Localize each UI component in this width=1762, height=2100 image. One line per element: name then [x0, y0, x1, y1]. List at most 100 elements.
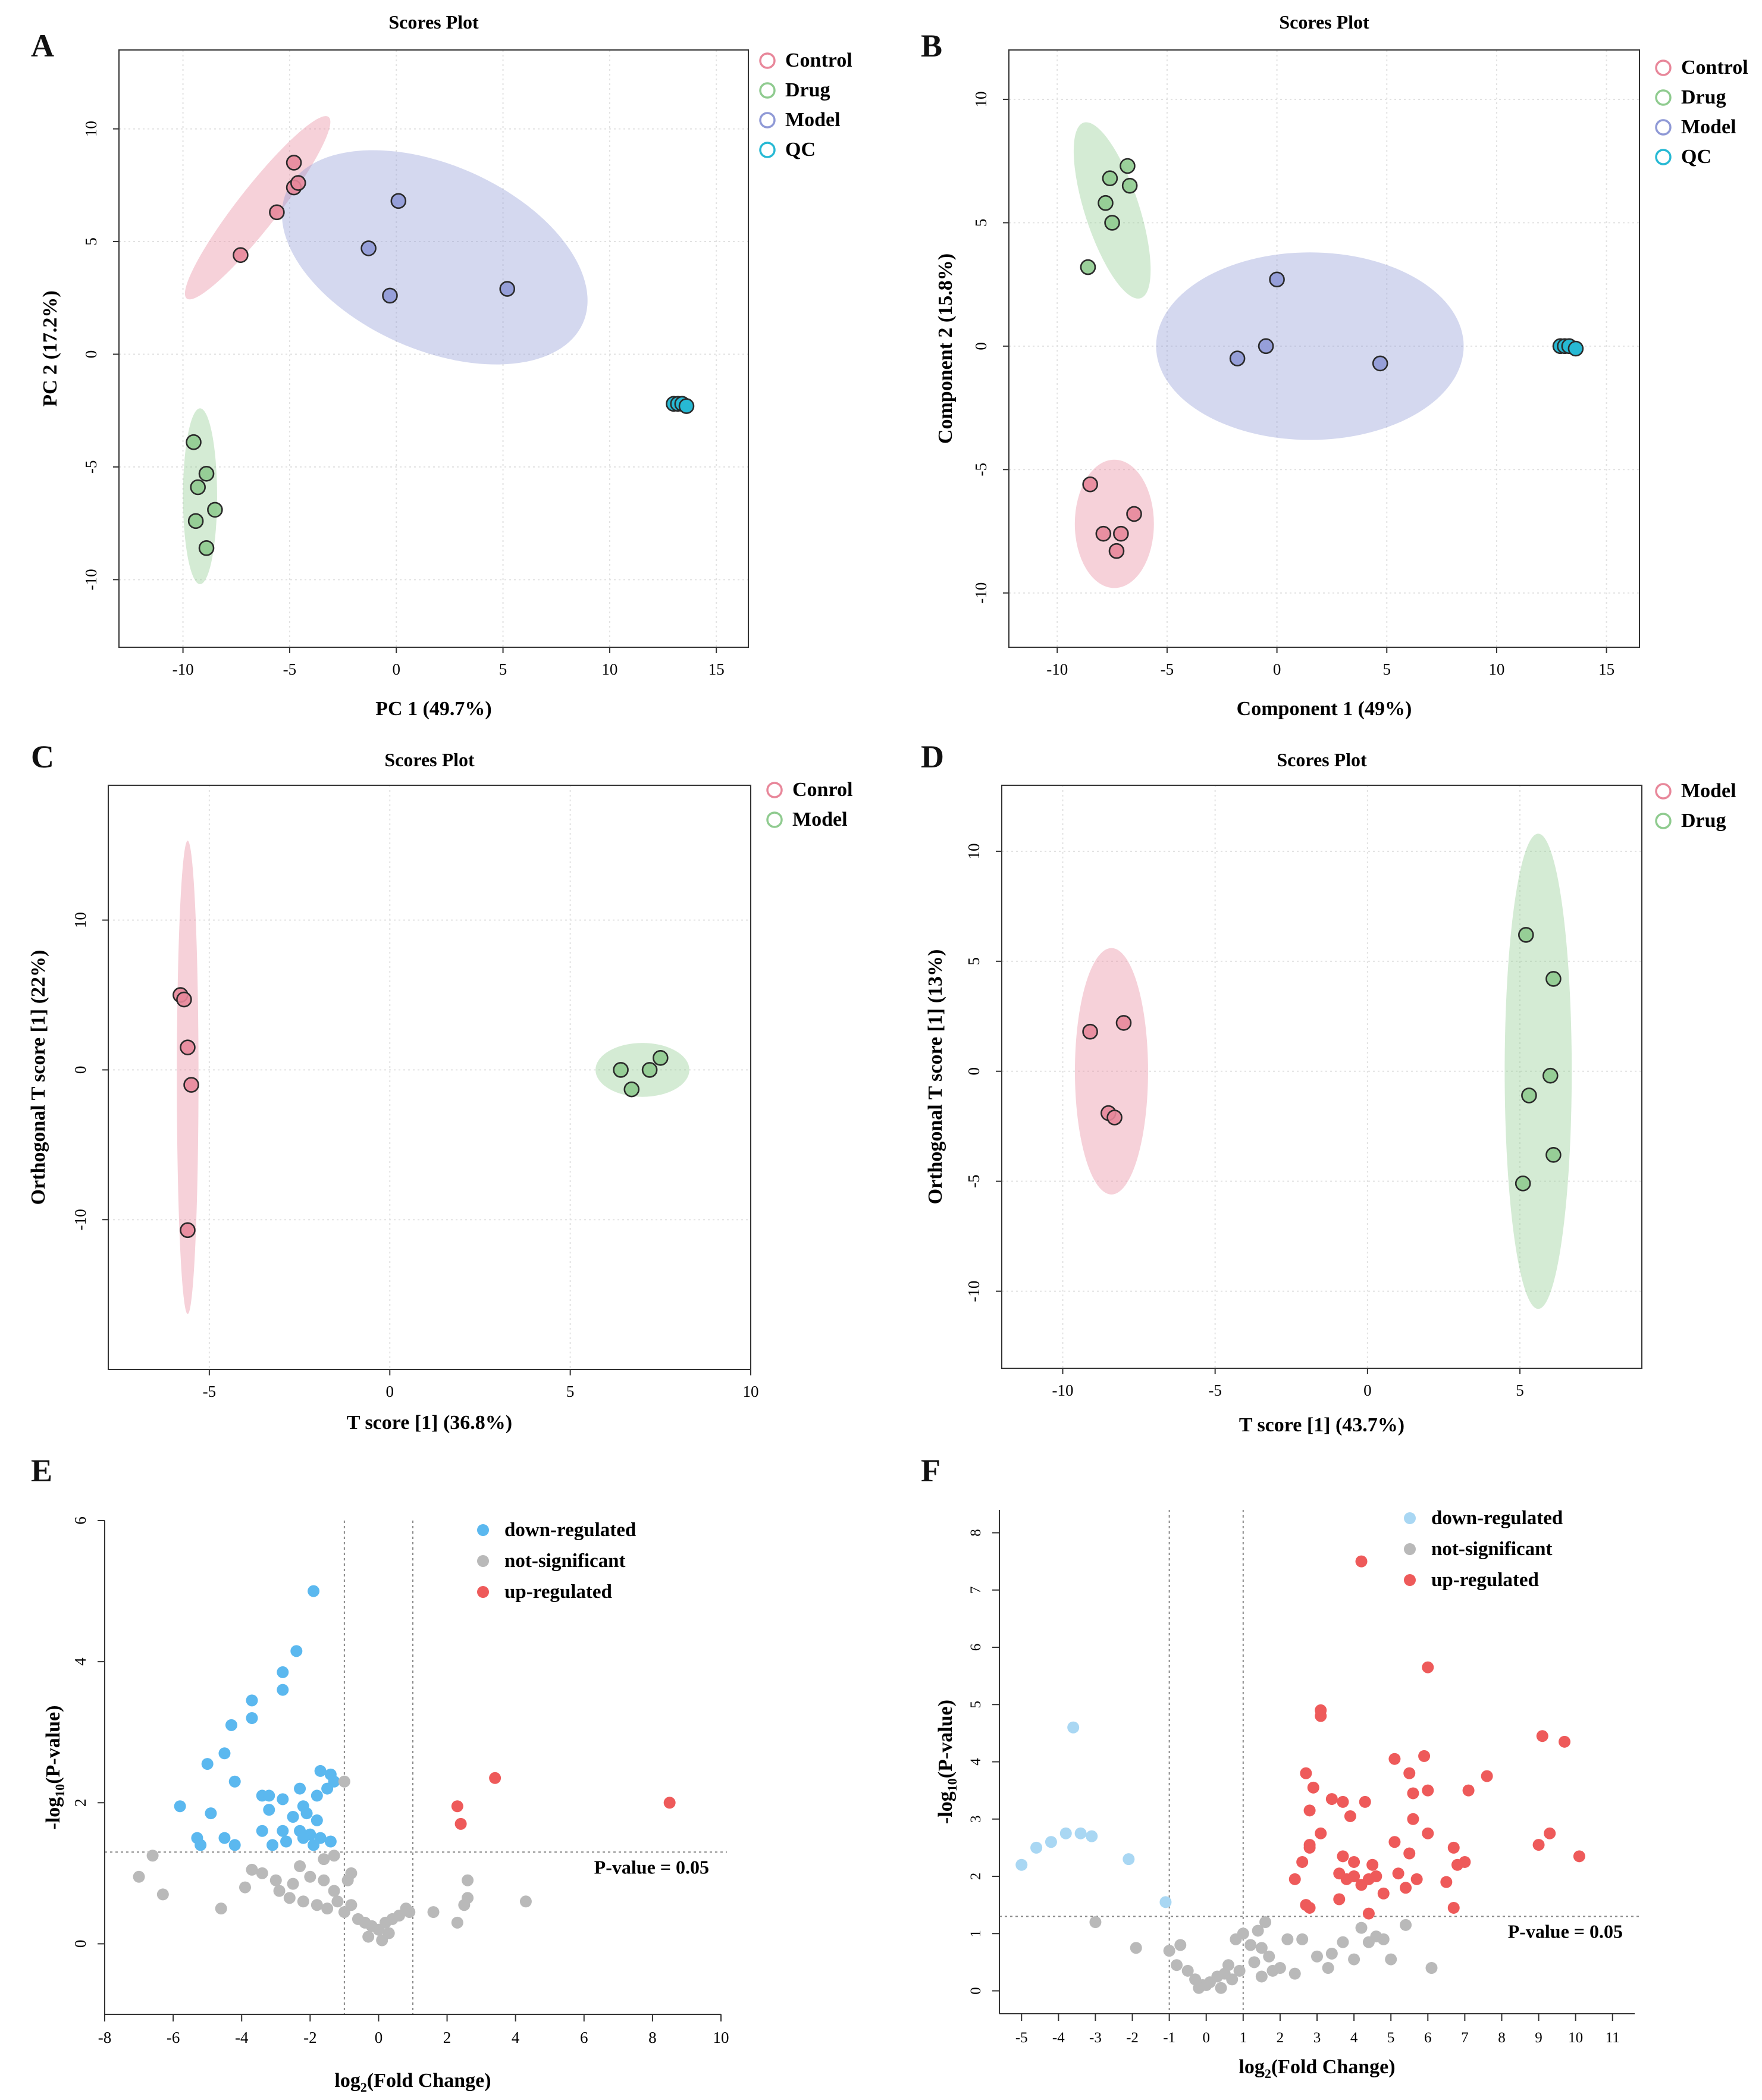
x-tick-label: -2 [303, 2029, 317, 2046]
x-tick-label: 0 [386, 1383, 394, 1400]
data-point-up-regulated [454, 1817, 467, 1830]
panel-a: A Scores Plot -10 -5 0 5 10 15 -10 -5 0 5 10 PC 1 (49… [31, 11, 852, 720]
legend-marker [1655, 119, 1672, 136]
data-point-up-regulated [1403, 1847, 1416, 1860]
data-point-not-significant [1215, 1982, 1227, 1994]
data-point-down-regulated [294, 1782, 306, 1795]
data-point-control [286, 155, 302, 171]
data-point-conrol [183, 1077, 199, 1093]
data-point-not-significant [519, 1895, 532, 1908]
panel-letter: A [31, 28, 54, 64]
y-axis-label: -log10(P-value) [935, 1700, 960, 1824]
panel-letter: F [921, 1453, 940, 1488]
data-point-down-regulated [225, 1719, 237, 1731]
legend-label: Drug [785, 79, 830, 101]
data-point-down-regulated [290, 1645, 303, 1657]
data-point-up-regulated [1400, 1882, 1412, 1894]
data-point-not-significant [133, 1870, 145, 1883]
x-tick-label: 4 [1350, 2030, 1358, 2046]
data-point-not-significant [1174, 1939, 1187, 1951]
data-point-not-significant [239, 1881, 251, 1894]
data-point-drug [198, 540, 215, 556]
plot-frame [1008, 49, 1640, 648]
data-point-not-significant [1385, 1953, 1397, 1966]
x-tick-label: -3 [1089, 2030, 1102, 2046]
x-tick-label: 10 [1488, 660, 1504, 678]
confidence-ellipse-model [281, 150, 588, 365]
data-point-not-significant [462, 1874, 474, 1886]
legend-label: down-regulated [1431, 1507, 1563, 1529]
legend-label: Model [1681, 780, 1736, 802]
data-point-not-significant [287, 1878, 299, 1890]
data-point-down-regulated [311, 1789, 323, 1802]
p-value-threshold-label: P-value = 0.05 [1508, 1920, 1623, 1942]
x-tick-label: -5 [1208, 1381, 1222, 1399]
legend-label: Control [785, 49, 852, 71]
x-tick-label: -10 [1052, 1381, 1073, 1399]
y-tick-label: 7 [968, 1587, 984, 1594]
data-point-down-regulated [287, 1811, 299, 1823]
data-point-down-regulated [277, 1684, 289, 1696]
data-point-not-significant [1400, 1919, 1412, 1931]
data-point-not-significant [328, 1885, 340, 1897]
confidence-ellipse-drug [183, 408, 217, 584]
legend-marker [766, 782, 783, 798]
data-point-up-regulated [1544, 1827, 1556, 1839]
x-tick-label: 5 [566, 1383, 575, 1400]
data-point-drug [1098, 195, 1114, 211]
data-point-not-significant [345, 1899, 358, 1911]
data-point-down-regulated [218, 1832, 231, 1844]
data-point-up-regulated [1422, 1661, 1434, 1673]
x-axis-label: log2(Fold Change) [1239, 2056, 1395, 2081]
x-tick-label: -2 [1126, 2030, 1139, 2046]
legend-marker [477, 1555, 489, 1567]
y-tick-label: 0 [965, 1067, 983, 1076]
legend-marker [1655, 149, 1672, 165]
data-point-model [1115, 1015, 1132, 1031]
data-point-control [269, 204, 285, 221]
data-point-control [1082, 476, 1098, 493]
legend-marker [759, 82, 776, 99]
legend-marker [1655, 813, 1672, 829]
data-point-up-regulated [1348, 1855, 1360, 1868]
data-point-not-significant [1193, 1982, 1205, 1994]
confidence-ellipse-model [1074, 948, 1148, 1195]
data-point-model [653, 1049, 669, 1066]
panel-c: C Scores Plot -5 0 5 10 -10 0 10 T score [1] (36.… [27, 739, 852, 1434]
data-point-not-significant [1348, 1953, 1360, 1966]
x-tick-label: 0 [1363, 1381, 1372, 1399]
data-point-up-regulated [1481, 1770, 1493, 1782]
legend-label: up-regulated [504, 1581, 612, 1603]
data-point-up-regulated [1337, 1850, 1349, 1863]
y-tick-label: 5 [965, 957, 983, 966]
legend-label: Model [785, 109, 841, 131]
data-point-not-significant [1425, 1962, 1438, 1974]
legend-label: Model [1681, 116, 1736, 138]
data-point-up-regulated [1315, 1710, 1327, 1722]
y-axis-label: Component 2 (15.8%) [935, 253, 957, 444]
y-tick-label: 0 [972, 342, 990, 350]
data-point-up-regulated [1333, 1893, 1346, 1905]
data-point-down-regulated [256, 1825, 268, 1837]
data-point-down-regulated [1159, 1896, 1172, 1908]
data-point-up-regulated [1440, 1876, 1453, 1888]
data-point-not-significant [1226, 1973, 1239, 1986]
plot-frame [118, 49, 749, 648]
data-point-down-regulated [246, 1712, 258, 1724]
data-point-up-regulated [1388, 1753, 1401, 1765]
data-point-up-regulated [1300, 1767, 1312, 1779]
data-point-up-regulated [1392, 1867, 1404, 1880]
data-point-not-significant [403, 1906, 416, 1919]
data-point-up-regulated [1296, 1855, 1309, 1868]
legend-marker [1404, 1574, 1416, 1586]
x-tick-label: 10 [601, 660, 617, 678]
legend-marker [766, 811, 783, 828]
x-tick-label: -5 [283, 660, 297, 678]
legend-marker [759, 142, 776, 158]
data-point-up-regulated [1288, 1873, 1301, 1885]
y-tick-label: 0 [71, 1066, 89, 1074]
data-point-up-regulated [1447, 1841, 1460, 1854]
data-point-up-regulated [1422, 1784, 1434, 1797]
data-point-model [499, 281, 516, 297]
data-point-drug [1545, 1146, 1562, 1163]
